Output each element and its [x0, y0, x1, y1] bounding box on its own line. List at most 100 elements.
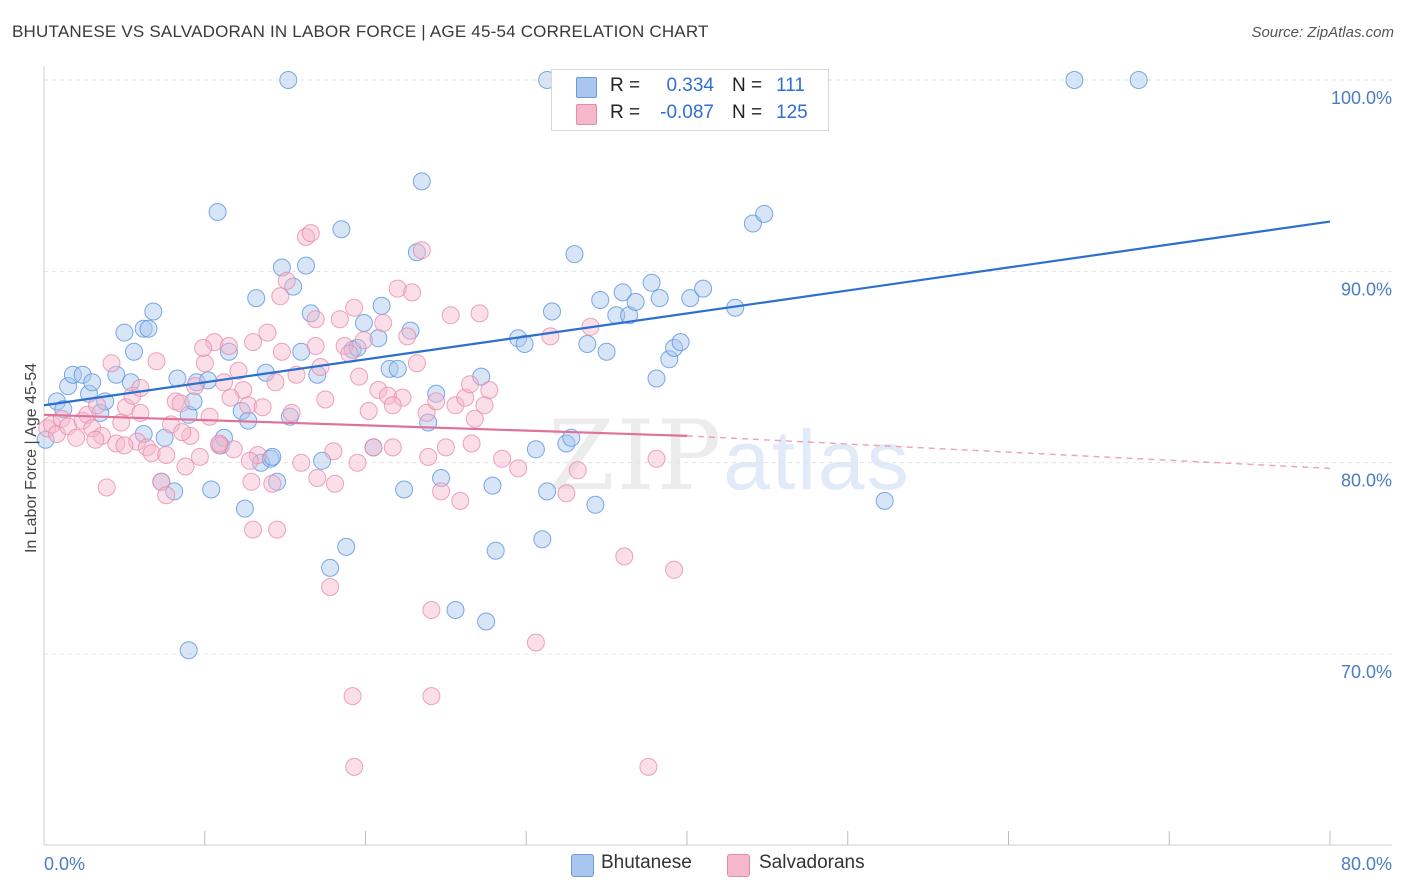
- legend-r-label: R =: [610, 75, 641, 96]
- point-salvadoran: [509, 459, 528, 478]
- point-salvadoran: [200, 407, 219, 426]
- point-bhutanese: [613, 283, 632, 302]
- point-bhutanese: [642, 273, 661, 292]
- point-salvadoran: [83, 419, 102, 438]
- legend-n-label: N =: [732, 102, 763, 123]
- legend-n-value: 125: [776, 102, 808, 123]
- point-salvadoran: [451, 491, 470, 510]
- point-salvadoran: [345, 298, 364, 317]
- x-tick-label: 80.0%: [1341, 854, 1392, 874]
- point-bhutanese: [59, 377, 78, 396]
- point-salvadoran: [301, 224, 320, 243]
- watermark: ZIPatlas: [548, 400, 911, 512]
- point-salvadoran: [354, 331, 373, 350]
- point-bhutanese: [279, 71, 298, 89]
- point-bhutanese: [208, 203, 227, 221]
- chart-title: BHUTANESE VS SALVADORAN IN LABOR FORCE |…: [12, 22, 709, 41]
- point-bhutanese: [526, 440, 545, 459]
- point-salvadoran: [446, 396, 465, 415]
- point-bhutanese: [125, 342, 143, 361]
- point-bhutanese: [83, 373, 102, 392]
- point-salvadoran: [470, 304, 489, 323]
- point-bhutanese: [73, 365, 92, 384]
- point-bhutanese: [301, 304, 320, 323]
- legend-r-label: R =: [610, 102, 641, 123]
- point-bhutanese: [263, 447, 282, 466]
- point-salvadoran: [205, 333, 224, 352]
- data-points: [36, 71, 1148, 776]
- point-salvadoran: [137, 438, 156, 457]
- point-salvadoran: [324, 442, 343, 461]
- point-salvadoran: [343, 687, 362, 706]
- point-salvadoran: [383, 438, 402, 457]
- point-bhutanese: [660, 350, 679, 369]
- point-bhutanese: [134, 319, 153, 338]
- point-bhutanese: [179, 641, 198, 660]
- trend-lines: [43, 220, 1331, 470]
- point-salvadoran: [306, 310, 325, 329]
- point-bhutanese: [321, 558, 340, 577]
- point-salvadoran: [422, 601, 441, 619]
- point-bhutanese: [533, 530, 552, 549]
- point-salvadoran: [194, 338, 213, 357]
- point-salvadoran: [665, 560, 684, 579]
- point-salvadoran: [266, 373, 285, 392]
- point-salvadoran: [359, 402, 378, 420]
- point-salvadoran: [147, 352, 166, 371]
- point-salvadoran: [102, 354, 121, 373]
- point-bhutanese: [650, 289, 669, 308]
- point-bhutanese: [139, 319, 158, 338]
- point-salvadoran: [171, 394, 190, 413]
- point-bhutanese: [36, 430, 55, 449]
- point-salvadoran: [219, 337, 238, 355]
- point-salvadoran: [422, 687, 441, 706]
- point-salvadoran: [379, 386, 397, 405]
- point-salvadoran: [316, 390, 335, 409]
- bottom-legend-swatch-bhutanese: [571, 854, 594, 877]
- legend-swatch-salvadorans: [576, 104, 597, 125]
- point-bhutanese: [272, 258, 291, 277]
- point-bhutanese: [388, 359, 407, 378]
- legend-swatch-bhutanese: [576, 77, 597, 98]
- point-bhutanese: [483, 476, 502, 495]
- point-salvadoran: [374, 314, 393, 332]
- point-salvadoran: [462, 434, 481, 453]
- point-salvadoran: [345, 757, 364, 776]
- y-tick-label: 90.0%: [1341, 279, 1392, 299]
- point-salvadoran: [240, 451, 259, 470]
- point-salvadoran: [441, 306, 460, 325]
- point-salvadoran: [541, 327, 560, 346]
- point-salvadoran: [568, 461, 587, 480]
- point-bhutanese: [372, 296, 391, 315]
- point-salvadoran: [340, 344, 359, 363]
- trend-line-salvadoran-dashed: [686, 435, 1331, 470]
- point-bhutanese: [332, 220, 351, 239]
- point-salvadoran: [526, 633, 545, 652]
- point-bhutanese: [401, 321, 420, 340]
- point-bhutanese: [235, 499, 254, 518]
- point-bhutanese: [597, 342, 616, 361]
- point-bhutanese: [354, 314, 373, 332]
- y-tick-label: 80.0%: [1341, 471, 1392, 491]
- point-salvadoran: [239, 396, 258, 415]
- legend-r-value: 0.334: [666, 75, 714, 96]
- point-bhutanese: [1129, 71, 1148, 89]
- point-salvadoran: [268, 520, 287, 539]
- point-salvadoran: [229, 361, 248, 380]
- point-salvadoran: [639, 757, 658, 776]
- point-salvadoran: [330, 310, 349, 329]
- axes: [43, 66, 1392, 846]
- point-salvadoran: [190, 447, 209, 466]
- point-salvadoran: [282, 403, 301, 422]
- point-bhutanese: [107, 365, 126, 384]
- point-salvadoran: [417, 403, 436, 422]
- point-salvadoran: [244, 520, 262, 539]
- point-salvadoran: [306, 337, 325, 355]
- point-salvadoran: [321, 578, 340, 596]
- point-salvadoran: [215, 373, 233, 392]
- point-bhutanese: [432, 469, 451, 487]
- bottom-legend-swatch-salvadorans: [727, 854, 750, 877]
- point-bhutanese: [134, 425, 153, 443]
- point-salvadoran: [412, 241, 431, 260]
